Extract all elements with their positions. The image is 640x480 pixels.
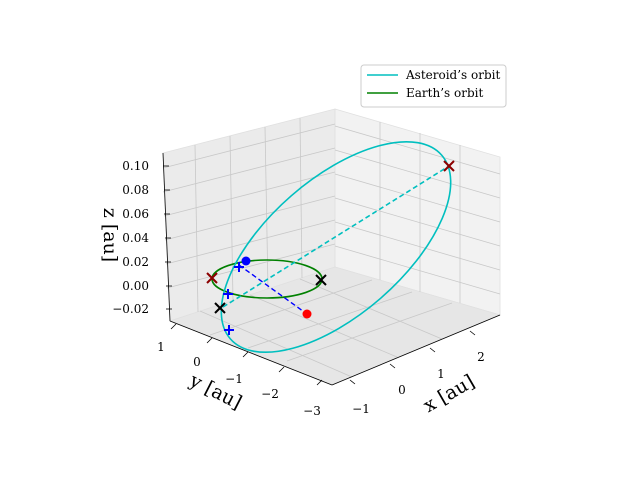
x-tick-label: 0: [398, 383, 406, 397]
y-tick-mark: [170, 323, 177, 330]
asteroid-position-marker: [302, 309, 312, 319]
asteroid-aphelion-marker: [443, 160, 455, 172]
x-tick-mark: [429, 347, 436, 353]
earth-asteroid-connecting-line: [238, 264, 308, 315]
x-tick-label: −1: [352, 402, 370, 416]
x-tick-mark: [349, 379, 356, 385]
x-tick-label: 1: [437, 367, 445, 381]
asteroid-orbit-point-marker: [223, 289, 233, 299]
axis-edges: [162, 152, 501, 386]
z-tick-label: 0.04: [122, 231, 149, 245]
asteroid-orbit-point-marker: [234, 262, 244, 272]
y-tick-mark: [278, 366, 285, 373]
legend-label-earth-orbit: Earth’s orbit: [406, 86, 483, 100]
x-axis-label: x [au]: [420, 370, 479, 417]
asteroid-apsides-dashed-line: [222, 165, 450, 308]
legend: Asteroid’s orbit Earth’s orbit: [360, 64, 507, 108]
y-tick-label: 0: [193, 355, 201, 369]
z-axis-label: z [au]: [99, 208, 121, 262]
y-tick-mark: [316, 379, 323, 386]
y-tick-mark: [206, 337, 213, 344]
earth-position-marker: [241, 256, 251, 266]
y-tick-mark: [242, 351, 249, 358]
z-tick-label: 0.00: [122, 279, 149, 293]
z-tick-label: 0.02: [122, 255, 149, 269]
z-tick-label: 0.06: [122, 207, 149, 221]
z-tick-label: 0.10: [122, 159, 149, 173]
z-tick-label: 0.08: [122, 183, 149, 197]
x-tick-mark: [469, 330, 476, 336]
y-tick-label: −2: [261, 387, 279, 401]
x-tick-mark: [389, 363, 396, 369]
gridlines: [162, 117, 501, 378]
y-axis-ticks: 1 0 −1 −2 −3: [157, 323, 323, 418]
x-tick-label: 2: [477, 350, 485, 364]
y-tick-label: −3: [303, 404, 321, 418]
x-axis-ticks: −1 0 1 2: [349, 330, 485, 416]
legend-label-asteroid-orbit: Asteroid’s orbit: [405, 68, 500, 82]
earth-orbit-node-marker: [214, 302, 226, 314]
asteroid-orbit-line: [220, 140, 452, 354]
y-tick-label: 1: [157, 340, 165, 354]
earth-orbit-node-marker: [315, 274, 327, 286]
z-tick-label: −0.02: [112, 302, 149, 316]
earth-orbit-node-marker: [206, 272, 218, 284]
y-tick-label: −1: [225, 372, 243, 386]
z-axis-ticks: 0.10 0.08 0.06 0.04 0.02 0.00 −0.02: [112, 159, 172, 316]
asteroid-orbit-point-marker: [224, 325, 234, 335]
